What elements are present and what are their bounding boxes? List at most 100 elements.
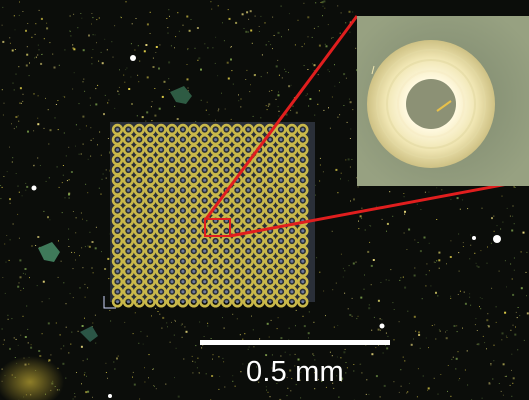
speckle xyxy=(458,270,460,272)
array-pad-hole xyxy=(301,249,305,253)
speckle xyxy=(110,320,112,322)
speckle xyxy=(278,74,280,76)
speckle xyxy=(512,205,514,207)
speckle xyxy=(89,104,91,106)
speckle xyxy=(12,157,14,159)
array-pad-hole xyxy=(203,199,207,202)
speckle xyxy=(120,17,122,19)
speckle xyxy=(328,71,330,73)
array-pad xyxy=(209,265,222,278)
array-pad-hole xyxy=(148,148,152,152)
array-pad-hole xyxy=(279,269,283,273)
array-pad-hole xyxy=(137,168,141,172)
speckle xyxy=(43,38,45,40)
speckle xyxy=(308,311,310,313)
array-pad xyxy=(111,184,124,197)
speckle xyxy=(137,302,138,304)
speckle xyxy=(476,343,478,345)
speckle xyxy=(331,96,333,98)
speckle xyxy=(217,75,219,77)
array-pad xyxy=(155,245,167,257)
array-pad xyxy=(253,184,265,197)
speckle xyxy=(418,334,421,336)
array-pad-hole xyxy=(148,249,152,253)
speckle xyxy=(73,72,75,74)
speckle xyxy=(341,376,343,378)
speckle xyxy=(276,383,278,384)
array-pad-hole xyxy=(235,280,239,284)
speckle xyxy=(177,395,180,398)
speckle xyxy=(260,15,262,17)
speckle xyxy=(273,35,275,36)
bright-spot xyxy=(108,394,112,398)
speckle xyxy=(64,197,66,199)
speckle xyxy=(313,27,315,29)
speckle xyxy=(217,110,219,112)
array-pad-hole xyxy=(148,199,152,202)
speckle xyxy=(289,354,291,356)
array-pad-hole xyxy=(159,158,163,162)
speckle xyxy=(137,74,139,76)
array-pad-hole xyxy=(192,178,196,182)
array-pad-hole xyxy=(268,158,272,162)
speckle xyxy=(386,347,389,350)
speckle xyxy=(373,316,375,318)
speckle xyxy=(75,145,76,147)
array-pad-hole xyxy=(148,178,152,182)
speckle xyxy=(92,272,94,274)
array-pad-hole xyxy=(268,249,272,253)
speckle xyxy=(319,271,321,273)
speckle xyxy=(501,332,504,335)
speckle xyxy=(232,83,234,85)
speckle xyxy=(513,269,515,271)
speckle xyxy=(17,285,20,288)
speckle xyxy=(75,259,76,261)
array-pad-hole xyxy=(203,188,207,192)
speckle xyxy=(86,358,88,360)
speckle xyxy=(182,24,184,26)
speckle xyxy=(469,293,471,295)
speckle xyxy=(3,339,5,341)
inset-ring-contour xyxy=(376,49,486,159)
speckle xyxy=(19,102,21,104)
speckle xyxy=(168,89,170,90)
array-pad-hole xyxy=(181,300,185,304)
speckle xyxy=(308,105,310,107)
speckle xyxy=(353,364,355,365)
speckle xyxy=(341,377,344,380)
speckle xyxy=(347,308,349,310)
speckle xyxy=(413,315,416,318)
speckle xyxy=(134,49,136,51)
array-pad-hole xyxy=(126,290,130,294)
speckle xyxy=(341,380,343,382)
speckle xyxy=(342,276,344,278)
array-pad-hole xyxy=(301,199,305,202)
speckle xyxy=(141,116,144,119)
speckle xyxy=(245,79,247,80)
speckle xyxy=(57,100,59,101)
speckle xyxy=(163,80,166,83)
speckle xyxy=(493,344,495,346)
speckle xyxy=(250,84,251,86)
speckle xyxy=(81,325,84,327)
array-pad-hole xyxy=(279,178,283,182)
speckle xyxy=(107,257,110,260)
speckle xyxy=(75,217,77,219)
speckle xyxy=(25,189,27,191)
array-pad-hole xyxy=(116,239,119,243)
speckle xyxy=(457,294,459,295)
speckle xyxy=(130,76,132,78)
speckle xyxy=(344,270,346,272)
speckle xyxy=(37,117,39,119)
array-pad-hole xyxy=(235,209,239,213)
speckle xyxy=(132,333,134,335)
speckle xyxy=(433,377,435,379)
speckle xyxy=(438,329,440,331)
array-pad xyxy=(155,275,167,288)
speckle xyxy=(186,64,188,65)
array-pad-hole xyxy=(268,209,272,213)
speckle xyxy=(68,197,70,199)
array-pad-hole xyxy=(116,259,119,263)
speckle xyxy=(425,274,427,276)
speckle xyxy=(378,344,379,346)
